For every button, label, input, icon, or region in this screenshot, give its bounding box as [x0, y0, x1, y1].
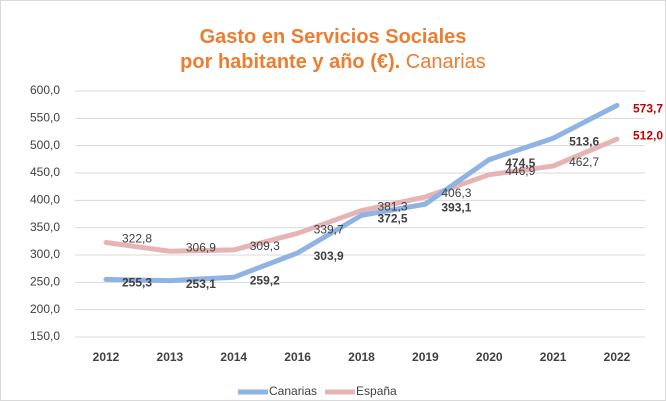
x-tick-label: 2012: [93, 350, 120, 364]
chart-title-line: Gasto en Servicios Sociales: [200, 26, 467, 48]
data-label: 255,3: [122, 276, 152, 290]
x-tick-label: 2016: [284, 350, 311, 364]
series-line: [103, 136, 620, 254]
legend-label: Canarias: [269, 384, 317, 398]
chart-title: por habitante y año (€). Canarias: [180, 51, 486, 73]
x-tick-label: 2013: [157, 350, 184, 364]
x-tick-label: 2021: [540, 350, 567, 364]
y-tick-label: 200,0: [30, 302, 60, 316]
data-label: 381,3: [378, 200, 408, 214]
series-line: [103, 102, 620, 284]
chart-title: Gasto en Servicios Sociales: [200, 26, 467, 48]
y-tick-label: 350,0: [30, 220, 60, 234]
data-label: 309,3: [250, 239, 280, 253]
x-tick-label: 2018: [348, 350, 375, 364]
y-tick-label: 450,0: [30, 165, 60, 179]
data-label: 253,1: [186, 277, 216, 291]
data-label: 306,9: [186, 240, 216, 254]
y-tick-label: 400,0: [30, 193, 60, 207]
y-tick-label: 300,0: [30, 247, 60, 261]
x-tick-label: 2019: [412, 350, 439, 364]
y-tick-label: 500,0: [30, 138, 60, 152]
legend-label: España: [356, 384, 397, 398]
chart-title-line: por habitante y año (€).: [180, 51, 400, 73]
data-label: 474,5: [505, 156, 535, 170]
x-tick-label: 2020: [476, 350, 503, 364]
y-tick-label: 250,0: [30, 275, 60, 289]
data-label: 513,6: [569, 134, 599, 148]
data-label: 303,9: [314, 249, 344, 263]
data-label: 462,7: [569, 155, 599, 169]
data-label: 393,1: [441, 200, 471, 214]
data-label: 512,0: [633, 128, 663, 142]
data-label: 339,7: [314, 222, 344, 236]
data-label: 259,2: [250, 273, 280, 287]
data-label: 446,9: [505, 164, 535, 178]
x-tick-label: 2022: [604, 350, 631, 364]
data-label: 573,7: [633, 102, 663, 116]
y-tick-label: 550,0: [30, 111, 60, 125]
chart-title-suffix: Canarias: [406, 51, 486, 73]
data-label: 406,3: [441, 186, 471, 200]
data-label: 322,8: [122, 232, 152, 246]
y-tick-label: 600,0: [30, 83, 60, 97]
y-tick-label: 150,0: [30, 329, 60, 343]
data-label: 372,5: [378, 212, 408, 226]
x-tick-label: 2014: [220, 350, 247, 364]
